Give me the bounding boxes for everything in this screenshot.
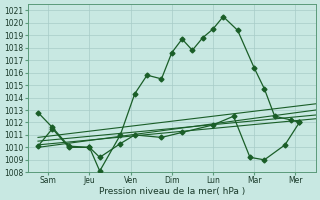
X-axis label: Pression niveau de la mer( hPa ): Pression niveau de la mer( hPa )	[99, 187, 245, 196]
